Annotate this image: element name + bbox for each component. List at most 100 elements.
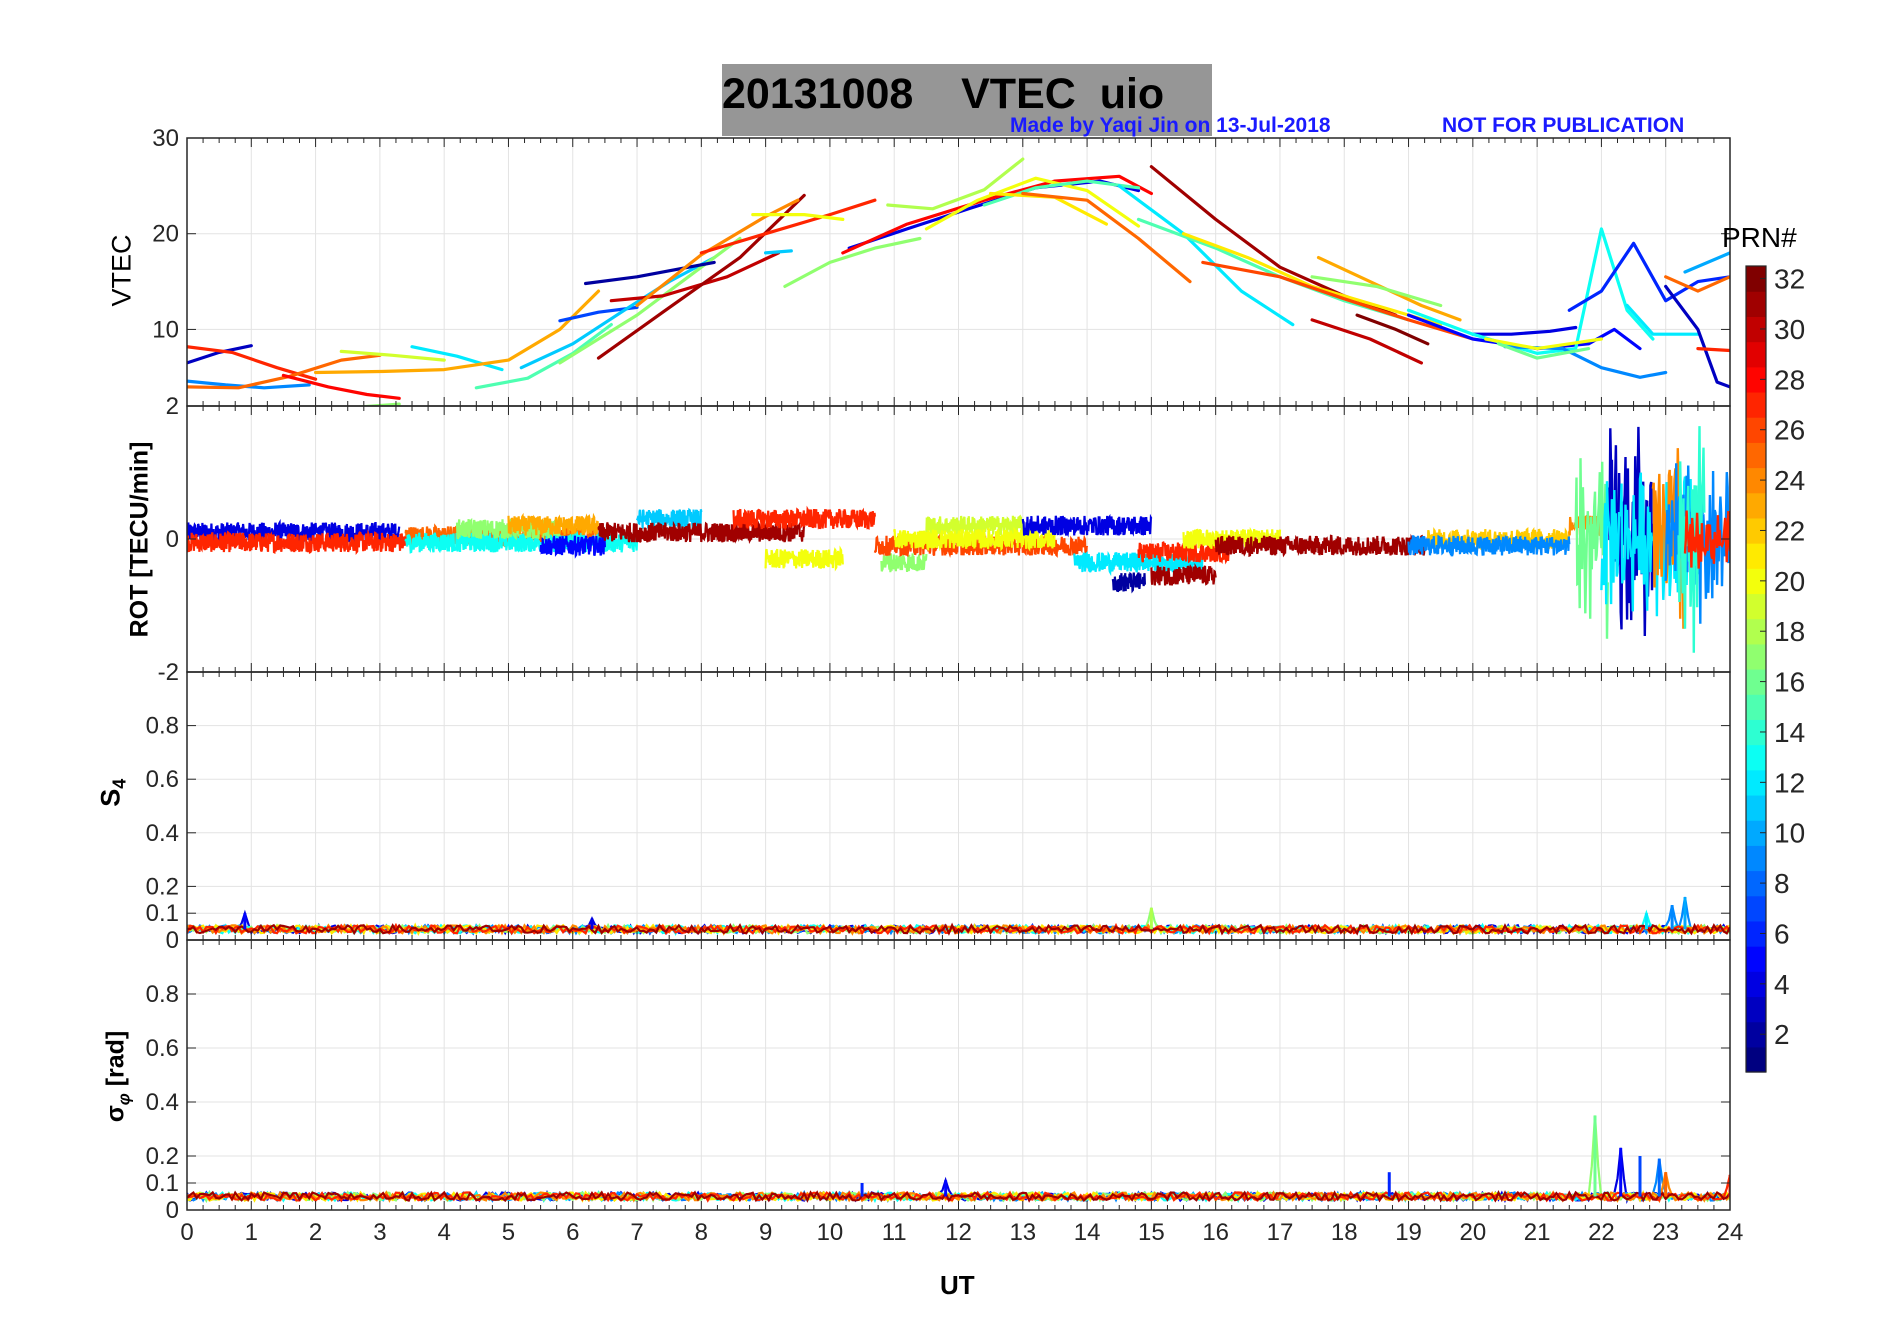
colorbar-tick-label: 22 [1774, 515, 1805, 546]
colorbar-tick-label: 24 [1774, 465, 1805, 496]
y-tick-label: 0.1 [146, 1170, 179, 1197]
x-tick-label: 14 [1074, 1219, 1101, 1246]
rot-series-line [873, 531, 1089, 559]
y-tick-label: 0.6 [146, 1035, 179, 1062]
rot-burst-line [1683, 510, 1730, 569]
colorbar-cell [1746, 946, 1766, 972]
colorbar-title: PRN# [1722, 222, 1797, 253]
colorbar-tick-label: 8 [1774, 868, 1790, 899]
y-tick-label: -2 [158, 659, 179, 686]
vtec-series-line [841, 174, 1154, 255]
rot-ylabel: ROT [TECU/min] [125, 441, 154, 638]
colorbar-tick-label: 10 [1774, 818, 1805, 849]
vtec-series-line [1496, 342, 1591, 360]
rot-series-line [1214, 533, 1429, 558]
x-tick-label: 23 [1652, 1219, 1679, 1246]
vtec-series-line [924, 176, 1141, 231]
x-tick-label: 3 [373, 1219, 386, 1246]
vtec-series-line [751, 213, 845, 221]
vtec-series-line [1696, 347, 1730, 353]
colorbar-cell [1746, 467, 1766, 494]
x-tick-label: 24 [1717, 1219, 1744, 1246]
vtec-series-line [1310, 275, 1443, 308]
colorbar-cell [1746, 719, 1766, 746]
vtec-series-line [609, 251, 781, 303]
y-tick-label: 0.2 [146, 1143, 179, 1170]
x-tick-label: 19 [1395, 1219, 1422, 1246]
rot-series-line [404, 528, 639, 554]
vtec-series-line [699, 198, 877, 255]
vtec-series-line [1181, 232, 1443, 327]
rot-burst-line [1677, 426, 1706, 653]
colorbar-tick-label: 32 [1774, 264, 1805, 295]
vtec-ylabel: VTEC [106, 234, 137, 307]
colorbar-cell [1746, 417, 1766, 443]
sigma-phi-ylabel: σφ [rad] [101, 1030, 134, 1123]
vtec-series-line [1683, 251, 1730, 274]
y-tick-label: 0.8 [146, 981, 179, 1008]
x-axis-title: UT [940, 1270, 975, 1300]
vtec-series-line [519, 256, 716, 370]
vtec-series-line [1484, 337, 1604, 351]
y-tick-label: 10 [152, 316, 179, 343]
y-tick-label: 0.4 [146, 1089, 179, 1116]
vtec-series-line [1021, 191, 1192, 284]
vtec-series-line [410, 345, 504, 372]
s4-ylabel: S4 [95, 778, 130, 807]
y-tick-label: 2 [166, 393, 179, 420]
colorbar-cell [1746, 820, 1766, 846]
y-tick-label: 0.8 [146, 713, 179, 740]
y-tick-label: 0 [166, 526, 179, 553]
colorbar-tick-label: 12 [1774, 767, 1805, 798]
vtec-series-line [1355, 313, 1430, 346]
sigma_phi-series-group [187, 1115, 1730, 1205]
colorbar-cell [1746, 341, 1766, 368]
colorbar-tick-label: 16 [1774, 667, 1805, 698]
x-tick-label: 9 [759, 1219, 772, 1246]
tick-labels: 102030-20200.10.20.40.60.800.10.20.40.60… [146, 125, 1744, 1246]
credit-text: Made by Yaqi Jin on 13-Jul-2018 [1010, 114, 1331, 137]
x-tick-label: 12 [945, 1219, 972, 1246]
rot-series-line [732, 505, 876, 531]
colorbar-cell [1746, 794, 1766, 821]
rot-series-line [539, 535, 606, 559]
x-tick-label: 8 [695, 1219, 708, 1246]
vtec-series-line [583, 260, 716, 286]
figure-title: 20131008 VTEC uio [722, 70, 1212, 119]
title-banner [722, 64, 1212, 136]
sigma_phi-series-line [187, 1174, 1730, 1203]
colorbar-cell [1746, 895, 1766, 922]
rot-series-line [1021, 513, 1153, 538]
rot-series-line [635, 507, 703, 530]
vtec-series-line [847, 179, 1141, 250]
x-tick-label: 1 [245, 1219, 258, 1246]
rot-series-line [925, 514, 1024, 537]
colorbar-cell [1746, 1021, 1766, 1048]
x-tick-label: 10 [817, 1219, 844, 1246]
y-tick-label: 0 [166, 927, 179, 954]
colorbar-cell [1746, 568, 1766, 595]
vtec-series-line [783, 236, 922, 288]
vtec-series-line [1117, 184, 1295, 327]
x-tick-label: 2 [309, 1219, 322, 1246]
colorbar-tick-label: 6 [1774, 918, 1790, 949]
vtec-series-line [1664, 275, 1730, 293]
x-tick-label: 15 [1138, 1219, 1165, 1246]
vtec-series-line [763, 249, 793, 255]
rot-series-line [893, 526, 1056, 552]
vtec-series-line [982, 179, 1141, 207]
y-tick-label: 0.4 [146, 820, 179, 847]
y-tick-label: 0.1 [146, 900, 179, 927]
colorbar-tick-label: 20 [1774, 566, 1805, 597]
title-product: VTEC [961, 70, 1076, 118]
x-tick-label: 18 [1331, 1219, 1358, 1246]
colorbar-cell [1746, 744, 1766, 771]
colorbar-cell [1746, 291, 1766, 317]
x-tick-label: 13 [1009, 1219, 1036, 1246]
colorbar-tick-label: 30 [1774, 314, 1805, 345]
colorbar-tick-label: 18 [1774, 616, 1805, 647]
vtec-series-line [1201, 260, 1475, 341]
rot-series-line [507, 512, 600, 538]
y-tick-label: 0.2 [146, 873, 179, 900]
